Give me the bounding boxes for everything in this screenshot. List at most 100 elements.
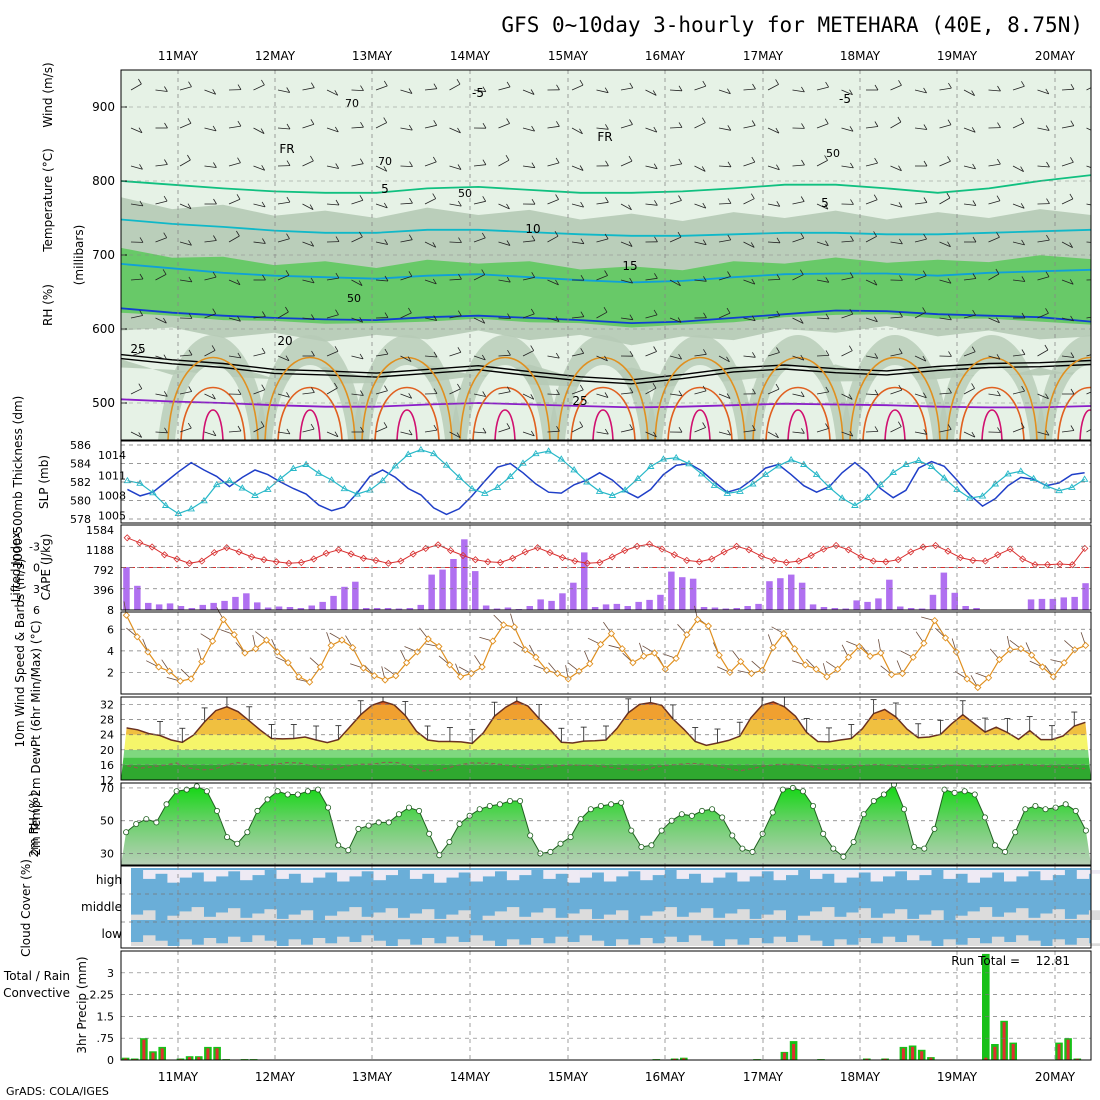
wind-barb — [727, 234, 732, 241]
cloud-low-cell — [591, 940, 605, 946]
wind-barb — [138, 383, 143, 389]
wind-barb — [596, 355, 608, 362]
li-tick: 3 — [33, 583, 40, 596]
wind-barb — [237, 316, 241, 322]
cloud-middle-cell — [434, 918, 447, 920]
wind-barb — [1037, 239, 1050, 243]
wind-barb — [1021, 312, 1026, 319]
wind-barb — [1070, 352, 1075, 358]
wind-barb — [816, 317, 830, 320]
wind-barb — [1037, 165, 1050, 168]
rh-2m-point — [992, 842, 999, 849]
wind-barb — [481, 354, 486, 361]
wind-barb — [237, 389, 242, 395]
wind-barb — [801, 123, 805, 129]
wind-barb — [375, 165, 387, 172]
slp-point — [481, 489, 489, 496]
wind-barb — [407, 356, 412, 362]
wind-barb — [988, 393, 1001, 397]
cloud-high-cell — [810, 870, 823, 879]
cloud-high-cell — [919, 870, 932, 876]
rh-2m-point — [506, 798, 513, 805]
cloud-high-cell — [834, 870, 847, 883]
wind-barb — [130, 388, 142, 395]
date-label-top: 12MAY — [255, 49, 296, 63]
date-label-bottom: 14MAY — [450, 1070, 491, 1084]
cloud-low-cell — [761, 943, 774, 946]
cape-bar — [319, 601, 326, 610]
cape-bar — [493, 608, 501, 610]
li-point — [596, 558, 604, 567]
cape-bar — [788, 574, 795, 610]
wind-barb — [694, 390, 707, 395]
wind-barb — [163, 354, 168, 360]
wind-barb — [914, 312, 926, 319]
cloud-axis-label: Cloud Cover (%) — [19, 859, 33, 957]
wind-barb — [449, 431, 461, 438]
wind-barb — [775, 432, 779, 439]
wind-barb — [620, 241, 633, 247]
rh-2m-point — [213, 807, 220, 814]
wind-barb — [580, 201, 584, 208]
wind-barb — [841, 89, 853, 96]
precip-tick: .75 — [97, 1032, 115, 1045]
lifted-index-line — [127, 537, 1086, 566]
cloud-middle-cell — [458, 910, 471, 920]
wind-barb — [629, 350, 634, 357]
wind-barb — [498, 241, 511, 246]
temp-band — [121, 757, 1091, 765]
wind-barb — [400, 431, 413, 436]
wind-barb — [408, 271, 413, 277]
rh-2m-point — [1022, 806, 1029, 813]
wind-barb — [727, 429, 731, 436]
wind-barb — [351, 126, 364, 129]
wind-barb — [277, 355, 290, 362]
rh-2m-point — [173, 788, 180, 795]
wind-barb — [841, 240, 854, 243]
wind-barb — [997, 158, 1001, 165]
slp-point — [532, 449, 540, 457]
wind-barb — [596, 431, 609, 435]
wind-barb — [1020, 203, 1025, 209]
wind-speed-point — [704, 622, 713, 630]
date-label-bottom: 18MAY — [840, 1070, 881, 1084]
isotherm-35 — [299, 409, 321, 440]
slp-point — [902, 460, 910, 467]
cloud-high-cell — [519, 870, 532, 876]
rh-2m-point — [416, 807, 423, 814]
cloud-middle-cell — [700, 908, 714, 920]
cloud-low-cell — [470, 935, 483, 946]
cape-bar — [973, 608, 980, 610]
wind-barb — [645, 314, 658, 319]
rh-2m-point — [901, 806, 908, 813]
slp-point — [978, 492, 987, 499]
temp-tick: 12 — [100, 774, 114, 787]
wind-barb — [694, 353, 707, 357]
isotherm-label: -5 — [472, 86, 484, 100]
wind-barb — [228, 317, 241, 322]
rh-2m-point — [1052, 804, 1059, 811]
wind-barb — [473, 200, 486, 205]
wind-barb — [424, 241, 436, 248]
date-label-bottom: 16MAY — [645, 1070, 686, 1084]
slp-point — [927, 462, 936, 469]
thickness-axis-label: 1000-500mb Thickness (dm) — [11, 396, 25, 569]
wind-barb — [824, 118, 829, 124]
wind-barb — [179, 427, 192, 433]
wind-barb — [481, 269, 486, 275]
slp-point — [991, 480, 1000, 487]
wind-speed-point — [758, 666, 766, 674]
wind-barb — [1061, 88, 1075, 91]
wind-barb — [939, 241, 951, 248]
precip-convective-bar — [142, 1039, 146, 1060]
rh-2m-point — [426, 830, 433, 837]
wind-barb — [277, 431, 290, 435]
wind-barb — [277, 274, 290, 281]
wind-barb — [482, 391, 487, 397]
wind-barb — [923, 392, 927, 398]
cloud-high-cell — [1088, 870, 1100, 874]
wind-barb — [302, 392, 315, 395]
wind-speed-point — [219, 615, 228, 624]
wind-barb — [1086, 391, 1091, 395]
wind-barb — [645, 165, 658, 170]
